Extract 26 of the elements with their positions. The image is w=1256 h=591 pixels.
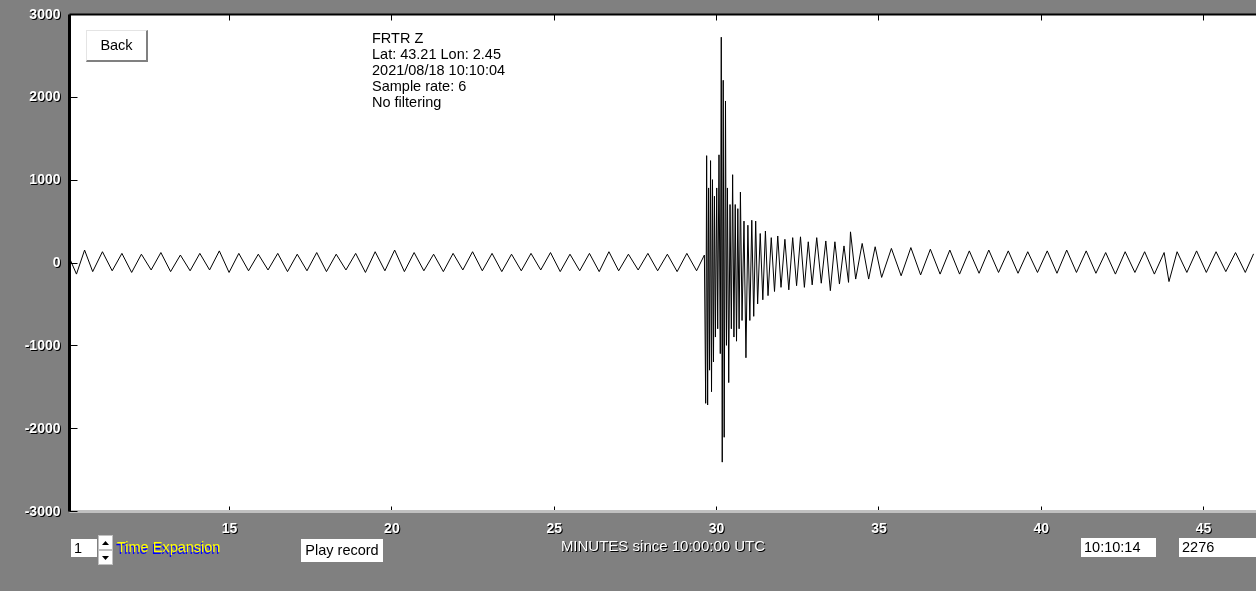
y-tick-label: 3000 [29, 5, 61, 22]
annotation: Lat: 43.21 Lon: 2.45 [372, 45, 501, 62]
annotation: Sample rate: 6 [372, 77, 467, 94]
x-tick-label: 20 [384, 519, 400, 536]
x-tick-label: 40 [1033, 519, 1050, 536]
return-button: Back [86, 30, 148, 62]
y-tick-label: -3000 [24, 502, 61, 519]
play-button: Play record [301, 539, 383, 562]
spinner-field: 1 [71, 539, 97, 557]
x-tick-label: 35 [871, 519, 887, 536]
annotation: FRTR Z [372, 29, 424, 46]
x-tick-label: 15 [221, 519, 238, 536]
annotation: No filtering [372, 93, 442, 110]
y-tick-label: -2000 [24, 419, 61, 436]
x-tick-label: 25 [546, 519, 563, 536]
x-tick-label: 30 [708, 519, 725, 536]
x-tick-label: 45 [1195, 519, 1212, 536]
y-tick-label: 1000 [29, 171, 61, 188]
y-tick-label: 2000 [29, 88, 61, 105]
text: Time Expansion [117, 539, 221, 555]
y-tick-label: -1000 [24, 336, 61, 353]
y-tick-label: 0 [52, 254, 61, 270]
clock-field: 10:10:14 [1081, 538, 1156, 557]
annotation: 2021/08/18 10:10:04 [372, 61, 506, 78]
count-field: 2276 [1179, 538, 1256, 557]
x-axis-title: MINUTES since 10:00:00 UTC [560, 536, 766, 554]
